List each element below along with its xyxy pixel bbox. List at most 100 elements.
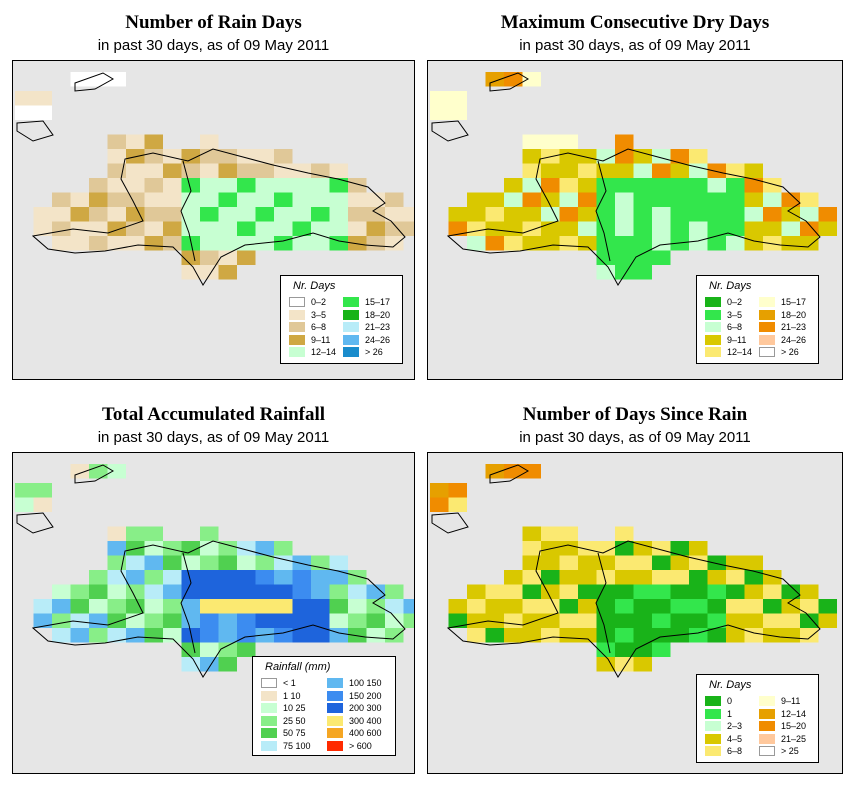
legend-label: 6–8 bbox=[727, 746, 743, 756]
grid-cell bbox=[15, 91, 34, 106]
grid-cell bbox=[366, 628, 385, 643]
grid-cell bbox=[522, 541, 541, 556]
grid-cell bbox=[430, 105, 449, 120]
grid-cell bbox=[522, 178, 541, 193]
grid-cell bbox=[559, 134, 578, 149]
grid-cell bbox=[633, 570, 652, 585]
grid-cell bbox=[70, 613, 89, 628]
grid-cell bbox=[274, 570, 293, 585]
grid-cell bbox=[541, 134, 560, 149]
grid-cell bbox=[89, 178, 108, 193]
grid-cell bbox=[652, 149, 671, 164]
grid-cell bbox=[348, 221, 367, 236]
legend-label: 18–20 bbox=[365, 309, 391, 320]
grid-cell bbox=[200, 526, 219, 541]
grid-cell bbox=[448, 221, 467, 236]
grid-cell bbox=[652, 570, 671, 585]
grid-cell bbox=[218, 657, 237, 672]
grid-cell bbox=[781, 613, 800, 628]
grid-cell bbox=[726, 628, 745, 643]
grid-cell bbox=[200, 221, 219, 236]
grid-cell bbox=[255, 163, 274, 178]
grid-cell bbox=[763, 613, 782, 628]
grid-cell bbox=[366, 613, 385, 628]
grid-cell bbox=[744, 163, 763, 178]
grid-cell bbox=[126, 149, 145, 164]
grid-cell bbox=[652, 541, 671, 556]
grid-cell bbox=[578, 599, 597, 614]
grid-cell bbox=[107, 541, 126, 556]
grid-cell bbox=[311, 570, 330, 585]
legend-label: > 600 bbox=[349, 740, 372, 751]
grid-cell bbox=[218, 584, 237, 599]
legend-title: Nr. Days bbox=[709, 679, 752, 691]
grid-cell bbox=[52, 628, 71, 643]
grid-cell bbox=[763, 570, 782, 585]
grid-cell bbox=[541, 570, 560, 585]
grid-cell bbox=[52, 236, 71, 251]
grid-cell bbox=[504, 178, 523, 193]
grid-cell bbox=[237, 236, 256, 251]
legend-label: 9–11 bbox=[727, 334, 747, 345]
border-line bbox=[180, 552, 196, 654]
grid-cell bbox=[218, 541, 237, 556]
grid-cell bbox=[163, 613, 182, 628]
legend-label: 100 150 bbox=[349, 678, 382, 688]
grid-cell bbox=[633, 541, 652, 556]
legend-swatch bbox=[705, 733, 721, 744]
panel-title: Number of Days Since Rain bbox=[522, 404, 748, 425]
grid-cell bbox=[107, 207, 126, 222]
grid-cell bbox=[89, 207, 108, 222]
grid-cell bbox=[200, 250, 219, 265]
grid-cell bbox=[467, 628, 486, 643]
grid-cell bbox=[596, 584, 615, 599]
grid-cell bbox=[504, 613, 523, 628]
grid-cell bbox=[670, 178, 689, 193]
grid-cell bbox=[522, 149, 541, 164]
map-grid bbox=[15, 72, 414, 286]
legend-swatch bbox=[327, 690, 343, 701]
coastline bbox=[31, 148, 406, 286]
grid-cell bbox=[541, 599, 560, 614]
grid-cell bbox=[578, 570, 597, 585]
grid-cell bbox=[596, 599, 615, 614]
grid-cell bbox=[181, 192, 200, 207]
grid-cell bbox=[33, 613, 52, 628]
grid-cell bbox=[181, 570, 200, 585]
legend-label: 21–25 bbox=[781, 733, 807, 744]
grid-cell bbox=[107, 149, 126, 164]
grid-cell bbox=[670, 570, 689, 585]
islands-outline bbox=[16, 72, 114, 142]
grid-cell bbox=[615, 642, 634, 657]
grid-cell bbox=[800, 207, 819, 222]
grid-cell bbox=[366, 584, 385, 599]
legend: Nr. Days 0–2 3–5 6–8 9–11 12–14 15–17 18–20 21–… bbox=[696, 275, 819, 364]
legend-swatch bbox=[705, 347, 721, 357]
legend-label: 12–14 bbox=[311, 347, 337, 357]
grid-cell bbox=[181, 221, 200, 236]
grid-cell bbox=[329, 599, 348, 614]
grid-cell bbox=[522, 207, 541, 222]
legend-label: 24–26 bbox=[365, 334, 391, 345]
legend-swatch bbox=[343, 322, 359, 332]
grid-cell bbox=[781, 207, 800, 222]
grid-cell bbox=[578, 236, 597, 251]
grid-cell bbox=[89, 464, 108, 479]
grid-cell bbox=[274, 628, 293, 643]
grid-cell bbox=[559, 628, 578, 643]
grid-cell bbox=[107, 72, 126, 87]
grid-cell bbox=[107, 599, 126, 614]
grid-cell bbox=[504, 570, 523, 585]
grid-cell bbox=[689, 149, 708, 164]
grid-cell bbox=[578, 221, 597, 236]
grid-cell bbox=[689, 570, 708, 585]
grid-cell bbox=[107, 134, 126, 149]
grid-cell bbox=[89, 236, 108, 251]
grid-cell bbox=[200, 599, 219, 614]
grid-cell bbox=[485, 192, 504, 207]
grid-cell bbox=[615, 250, 634, 265]
grid-cell bbox=[633, 265, 652, 280]
grid-cell bbox=[89, 570, 108, 585]
grid-cell bbox=[274, 555, 293, 570]
grid-cell bbox=[430, 497, 449, 512]
